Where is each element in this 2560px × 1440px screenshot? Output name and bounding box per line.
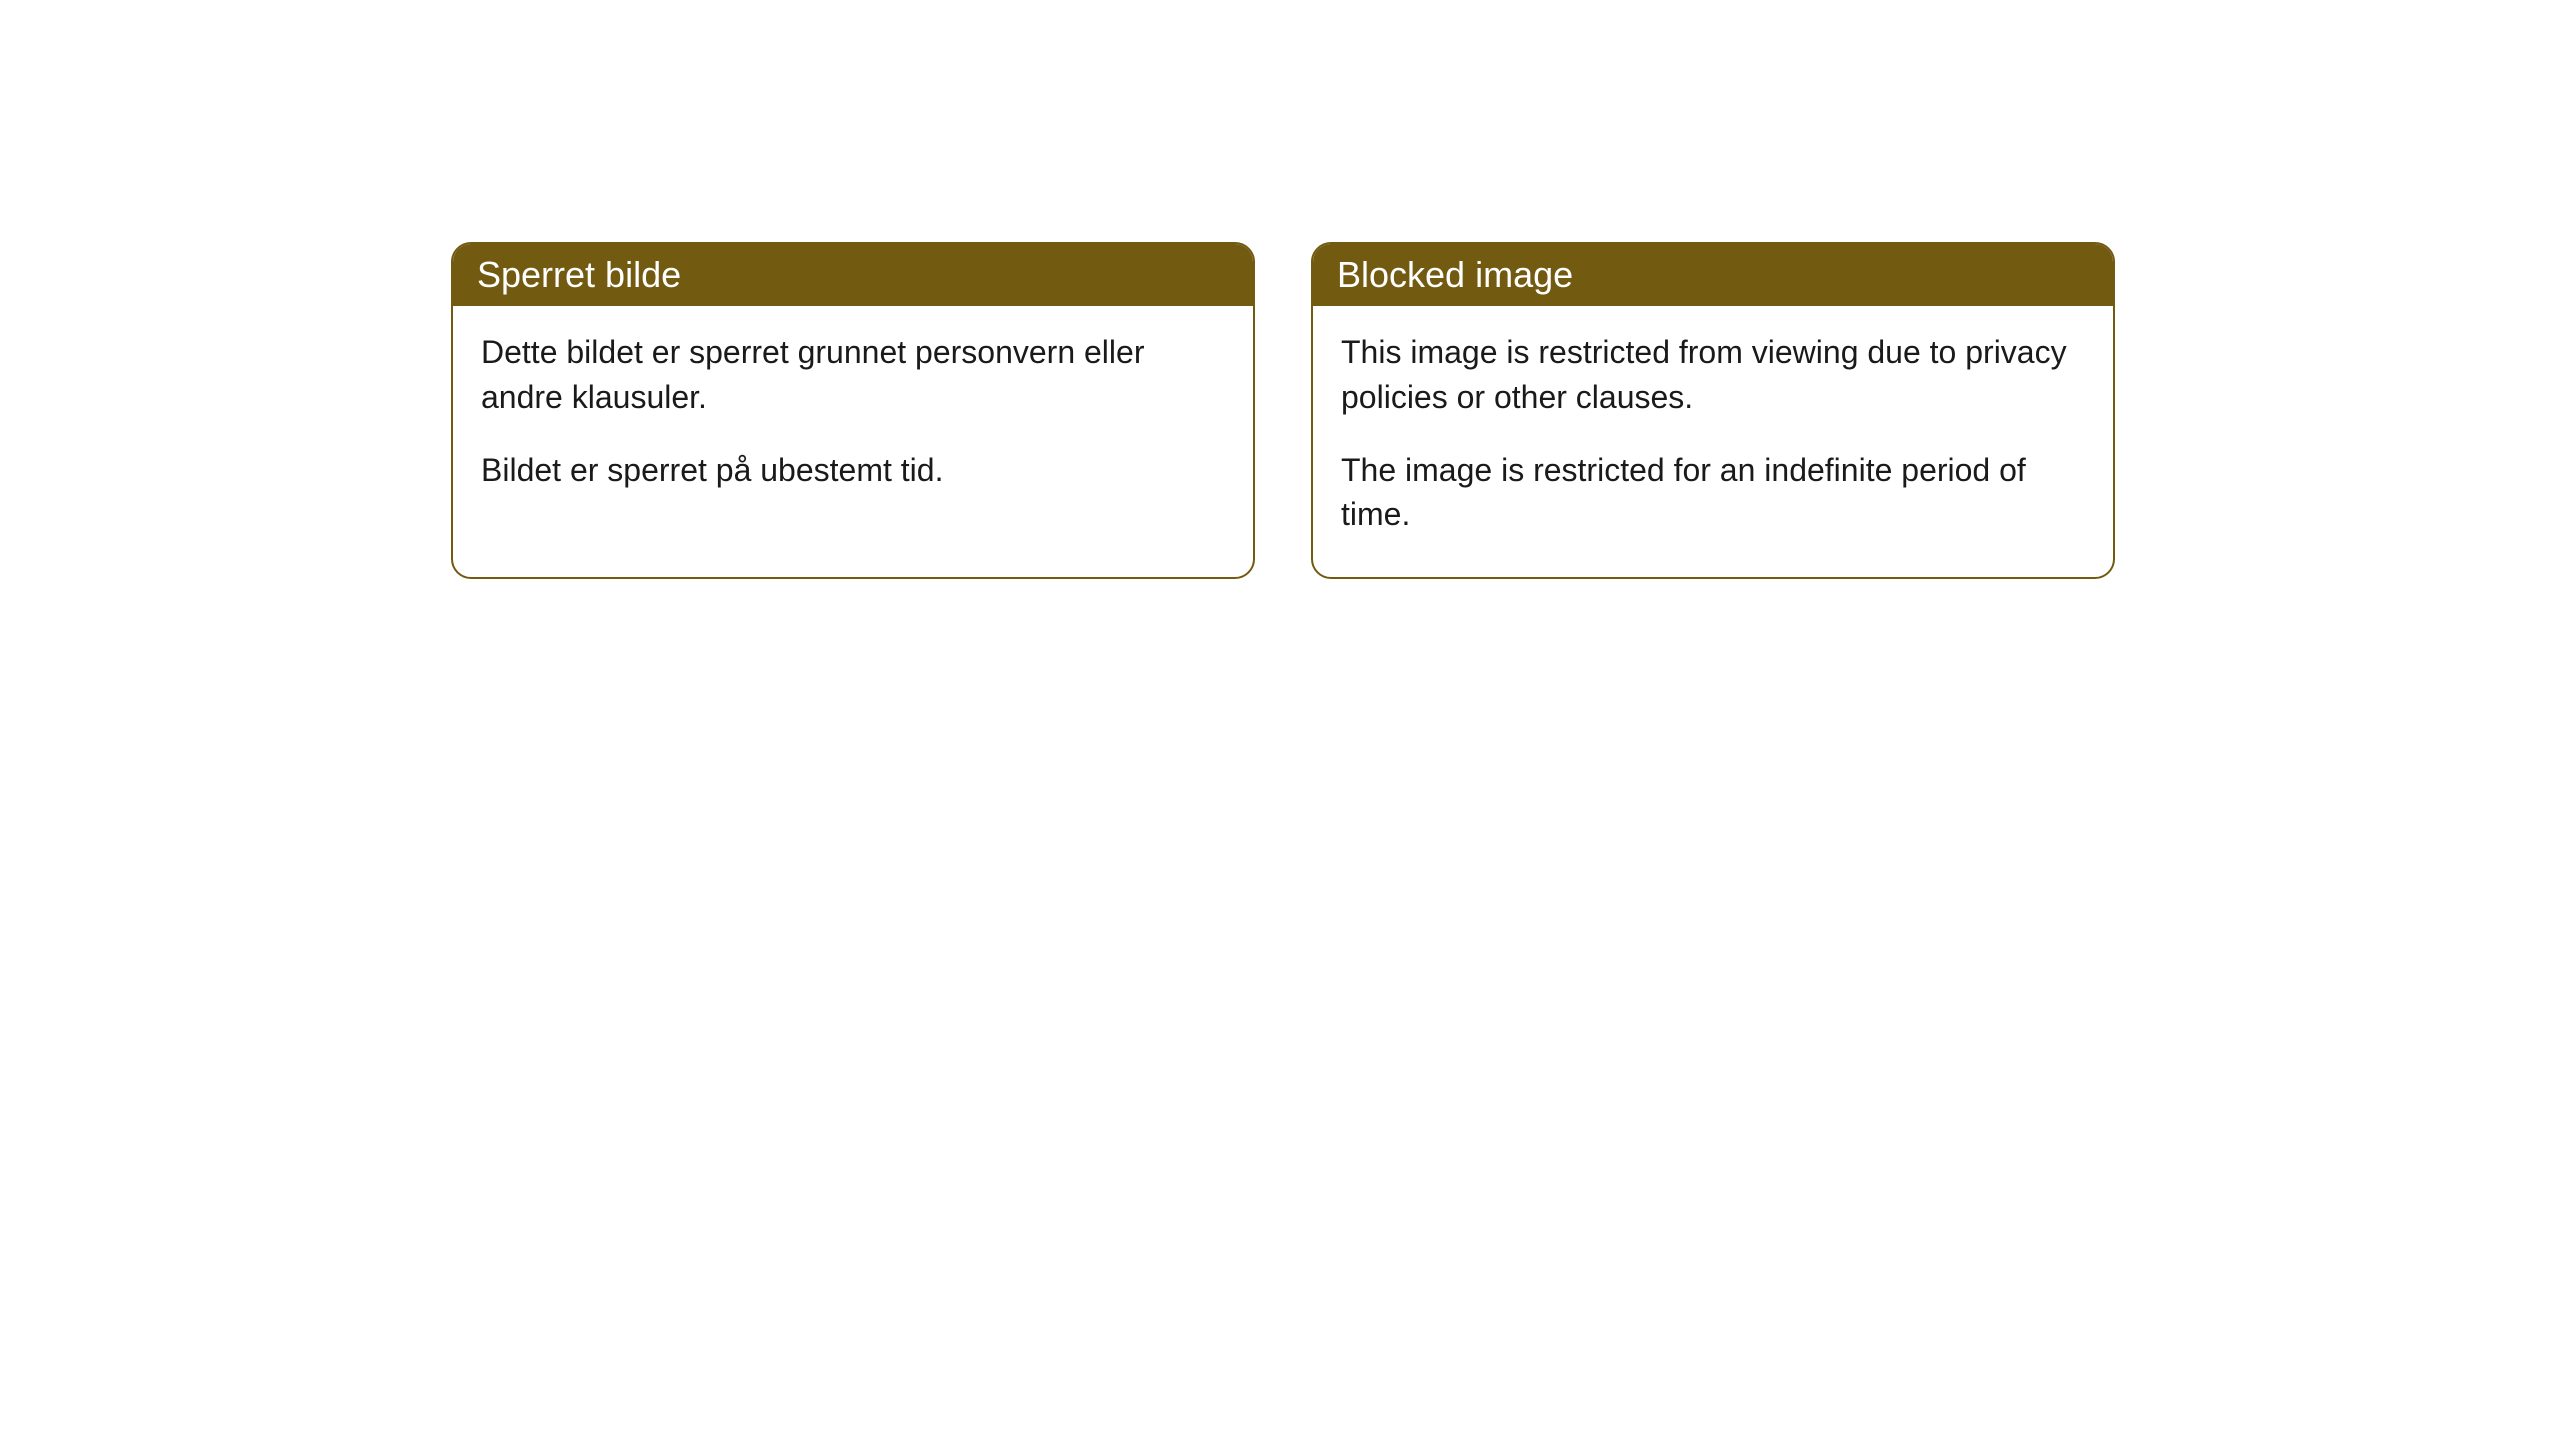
card-paragraph: Dette bildet er sperret grunnet personve… [481,330,1225,420]
card-english: Blocked image This image is restricted f… [1311,242,2115,579]
card-title: Sperret bilde [477,254,681,295]
card-paragraph: The image is restricted for an indefinit… [1341,448,2085,538]
card-body-english: This image is restricted from viewing du… [1313,306,2113,577]
cards-container: Sperret bilde Dette bildet er sperret gr… [451,242,2115,579]
card-body-norwegian: Dette bildet er sperret grunnet personve… [453,306,1253,532]
card-paragraph: This image is restricted from viewing du… [1341,330,2085,420]
card-paragraph: Bildet er sperret på ubestemt tid. [481,448,1225,493]
card-header-english: Blocked image [1313,244,2113,306]
card-norwegian: Sperret bilde Dette bildet er sperret gr… [451,242,1255,579]
card-header-norwegian: Sperret bilde [453,244,1253,306]
card-title: Blocked image [1337,254,1573,295]
